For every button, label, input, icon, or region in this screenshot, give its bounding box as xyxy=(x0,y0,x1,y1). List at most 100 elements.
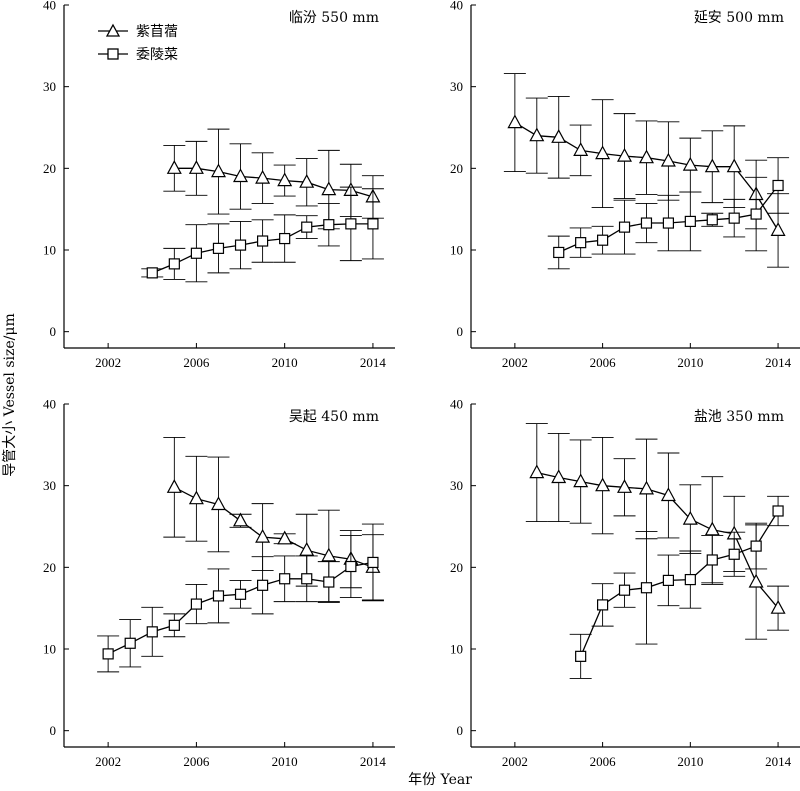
data-point-square xyxy=(618,584,631,596)
y-tick-label: 30 xyxy=(450,79,463,94)
x-tick-label: 2006 xyxy=(590,355,617,370)
y-tick-label: 30 xyxy=(43,79,56,94)
x-tick-label: 2014 xyxy=(765,754,792,769)
data-point-square xyxy=(662,217,675,229)
data-point-triangle xyxy=(682,510,698,525)
data-point-triangle xyxy=(232,512,249,527)
y-tick-label: 20 xyxy=(450,560,463,575)
panel-title: 盐池 350 mm xyxy=(694,409,784,425)
data-point-square xyxy=(279,573,291,585)
data-point-triangle xyxy=(321,181,337,196)
series-line xyxy=(174,486,374,568)
data-point-triangle xyxy=(299,541,315,556)
data-point-triangle xyxy=(682,156,698,171)
data-point-square xyxy=(684,215,696,228)
data-point-square xyxy=(596,599,609,611)
data-point-triangle xyxy=(660,487,676,502)
data-point-triangle xyxy=(529,127,545,142)
data-point-triangle xyxy=(255,169,271,184)
legend-sericea-label: 委陵菜 xyxy=(136,47,178,63)
x-tick-label: 2006 xyxy=(590,754,617,769)
data-point-square xyxy=(662,574,675,587)
data-point-square xyxy=(301,573,313,585)
y-tick-label: 30 xyxy=(450,478,463,493)
x-tick-label: 2002 xyxy=(95,355,121,370)
y-tick-label: 20 xyxy=(43,161,56,176)
y-tick-label: 0 xyxy=(457,723,464,738)
series-sericea xyxy=(547,157,790,270)
data-point-square xyxy=(102,648,114,660)
y-tick-label: 0 xyxy=(50,723,57,738)
data-point-triangle xyxy=(299,173,315,188)
data-point-square xyxy=(146,626,158,638)
data-point-square xyxy=(323,219,335,231)
data-point-triangle xyxy=(638,480,655,495)
y-tick-label: 10 xyxy=(450,243,463,258)
data-point-square xyxy=(575,237,587,249)
panel-title: 临汾 550 mm xyxy=(289,10,379,26)
y-tick-label: 0 xyxy=(50,324,57,339)
data-point-square xyxy=(575,650,587,662)
data-point-square xyxy=(234,239,247,251)
y-tick-label: 40 xyxy=(450,397,463,412)
x-tick-label: 2002 xyxy=(502,355,528,370)
data-point-square xyxy=(772,505,784,517)
data-point-triangle xyxy=(660,152,676,167)
data-point-square xyxy=(728,212,740,224)
data-point-square xyxy=(772,179,784,192)
data-point-square xyxy=(596,234,609,246)
data-point-triangle xyxy=(210,496,227,511)
x-tick-label: 2002 xyxy=(95,754,121,769)
legend: 紫苜蓿 委陵菜 xyxy=(98,23,178,63)
y-tick-label: 40 xyxy=(43,0,56,13)
data-point-triangle xyxy=(507,114,523,129)
y-axis-title: 导管大小 Vessel size/μm xyxy=(2,313,18,477)
data-point-triangle xyxy=(748,573,764,588)
x-tick-label: 2010 xyxy=(677,355,703,370)
y-tick-label: 40 xyxy=(450,0,463,13)
data-point-triangle xyxy=(704,158,720,173)
data-point-square xyxy=(190,247,202,259)
data-point-triangle xyxy=(573,142,589,156)
series-line xyxy=(536,471,779,609)
data-point-square xyxy=(212,242,225,254)
data-point-square xyxy=(168,619,180,631)
data-point-triangle xyxy=(188,160,204,174)
x-tick-label: 2010 xyxy=(272,754,298,769)
data-point-triangle xyxy=(770,599,786,614)
y-tick-label: 0 xyxy=(457,324,464,339)
x-tick-label: 2002 xyxy=(502,754,528,769)
data-point-square xyxy=(279,232,291,245)
y-tick-label: 30 xyxy=(43,478,56,493)
series-line xyxy=(580,510,779,657)
x-tick-label: 2014 xyxy=(360,754,387,769)
data-point-square xyxy=(323,576,335,588)
data-point-triangle xyxy=(551,129,567,143)
data-point-triangle xyxy=(529,464,545,479)
panel-title: 延安 500 mm xyxy=(694,10,784,26)
data-point-triangle xyxy=(255,528,271,543)
x-tick-label: 2006 xyxy=(183,754,210,769)
data-point-square xyxy=(750,208,762,220)
data-point-square xyxy=(234,588,247,600)
panel-top-right: 0 10 20 30 40 2002 2006 2010 2014 延安 500 mm xyxy=(450,0,800,370)
data-point-triangle xyxy=(638,149,655,164)
data-point-triangle xyxy=(770,222,786,236)
series-line xyxy=(174,167,374,198)
data-point-triangle xyxy=(595,477,611,492)
data-point-triangle xyxy=(573,473,589,488)
data-point-square xyxy=(750,540,762,552)
data-point-triangle xyxy=(277,530,293,545)
y-tick-label: 40 xyxy=(43,397,56,412)
x-tick-label: 2010 xyxy=(677,754,703,769)
data-point-square xyxy=(301,221,313,233)
data-point-triangle xyxy=(551,469,567,484)
data-point-triangle xyxy=(616,479,633,493)
data-point-square xyxy=(124,637,136,649)
panel-top-left: 0 10 20 30 40 2002 2006 2010 2014 临汾 550 mm xyxy=(43,0,395,370)
data-point-triangle xyxy=(704,521,720,536)
panel-title: 吴起 450 mm xyxy=(289,409,379,425)
data-point-square xyxy=(190,598,202,610)
data-point-triangle xyxy=(166,160,182,174)
series-sericea xyxy=(569,495,790,679)
